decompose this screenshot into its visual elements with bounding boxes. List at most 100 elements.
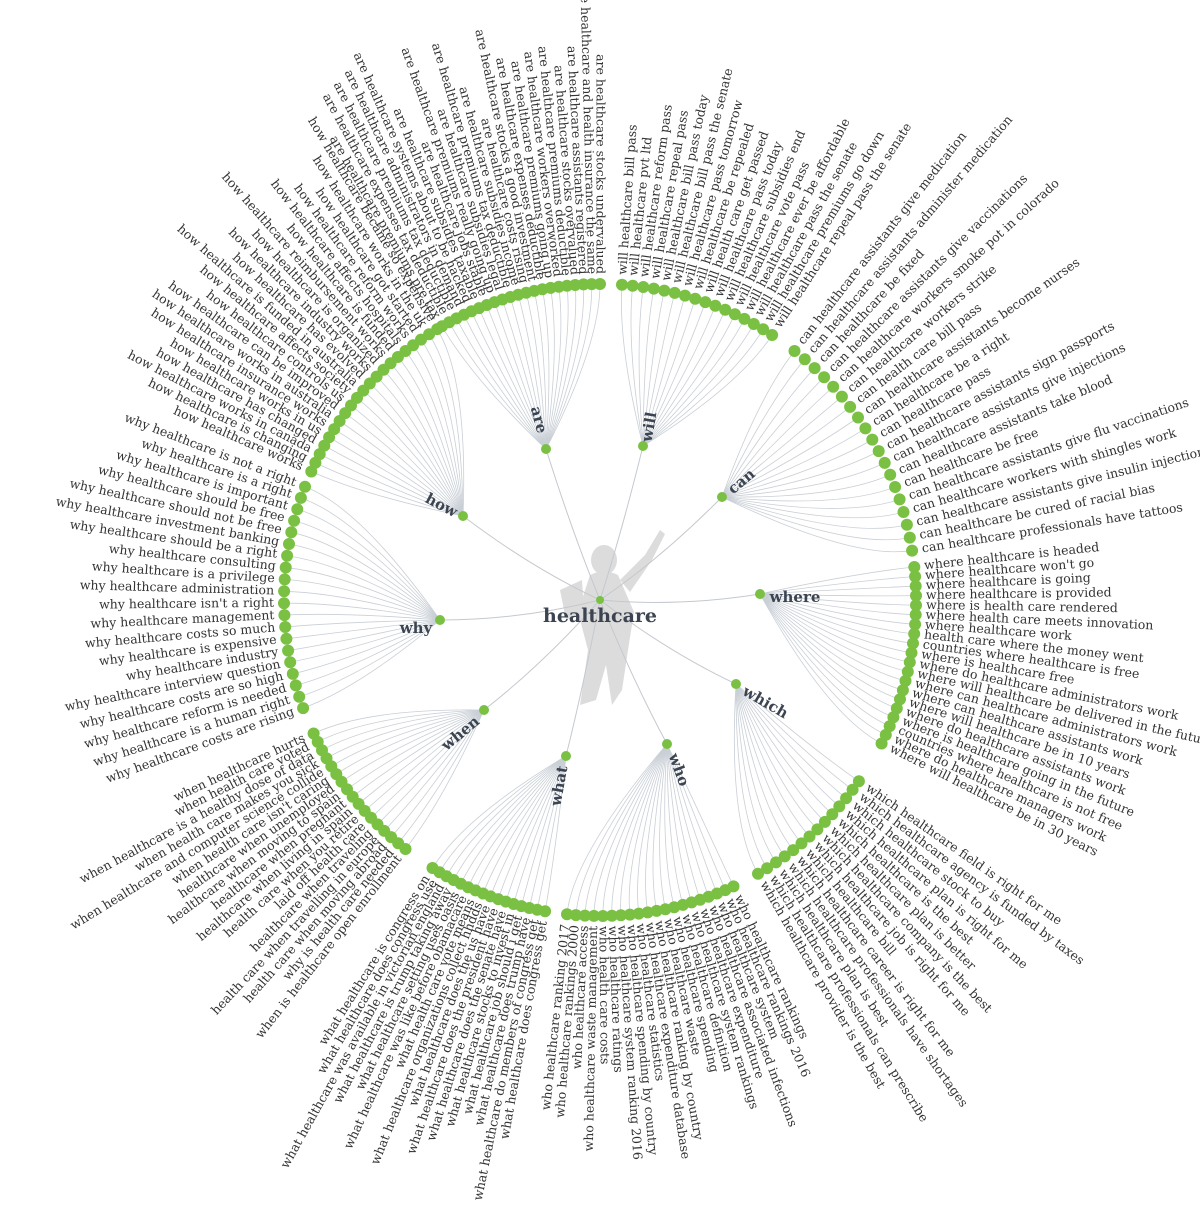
leaf-node[interactable] (282, 644, 295, 657)
category-node-are[interactable] (541, 444, 551, 454)
leaf-node[interactable] (299, 480, 311, 493)
category-node-when[interactable] (479, 705, 489, 715)
leaf-node[interactable] (761, 862, 774, 875)
leaf-node[interactable] (307, 727, 320, 740)
leaf-node[interactable] (279, 561, 292, 574)
leaf-node[interactable] (616, 278, 628, 291)
leaf-label[interactable]: who healthcare waste management (581, 926, 600, 1152)
leaf-node[interactable] (811, 823, 824, 836)
leaf-node[interactable] (818, 371, 831, 384)
leaf-label[interactable]: where healthcare is provided (926, 584, 1112, 602)
category-node-what[interactable] (561, 751, 571, 761)
leaf-node[interactable] (605, 909, 618, 922)
category-node-how[interactable] (458, 511, 468, 521)
leaf-node[interactable] (632, 907, 645, 920)
leaf-node[interactable] (757, 323, 770, 336)
leaf-node[interactable] (884, 468, 897, 481)
leaf-node[interactable] (897, 506, 910, 518)
leaf-node[interactable] (803, 830, 816, 843)
leaf-node[interactable] (596, 910, 609, 922)
leaf-node[interactable] (426, 862, 439, 874)
leaf-node[interactable] (278, 573, 291, 586)
category-label-where[interactable]: where (769, 588, 821, 606)
leaf-node[interactable] (852, 775, 865, 788)
category-node-why[interactable] (435, 615, 445, 625)
leaf-node[interactable] (297, 702, 310, 715)
leaf-node[interactable] (594, 278, 606, 290)
leaf-node[interactable] (808, 362, 821, 375)
leaf-node[interactable] (788, 345, 801, 357)
leaf-node[interactable] (578, 909, 591, 922)
leaf-node[interactable] (641, 906, 654, 919)
leaf-node[interactable] (827, 380, 840, 393)
leaf-label[interactable]: why healthcare administration (80, 577, 275, 597)
leaf-node[interactable] (893, 493, 906, 506)
leaf-node[interactable] (833, 800, 846, 813)
leaf-node[interactable] (905, 646, 918, 659)
leaf-node[interactable] (910, 599, 922, 612)
category-node-which[interactable] (731, 679, 741, 689)
category-node-who[interactable] (662, 739, 672, 749)
leaf-node[interactable] (278, 597, 290, 610)
leaf-node[interactable] (787, 844, 800, 857)
leaf-label[interactable]: why healthcare isn't a right (99, 595, 274, 612)
leaf-node[interactable] (738, 312, 751, 325)
leaf-node[interactable] (903, 656, 916, 669)
leaf-node[interactable] (626, 279, 639, 292)
leaf-node[interactable] (859, 422, 872, 435)
leaf-node[interactable] (894, 693, 906, 706)
leaf-node[interactable] (770, 856, 782, 869)
leaf-node[interactable] (294, 491, 307, 504)
leaf-node[interactable] (909, 580, 922, 593)
leaf-node[interactable] (709, 299, 722, 312)
leaf-node[interactable] (908, 627, 921, 640)
leaf-node[interactable] (907, 637, 919, 650)
leaf-node[interactable] (846, 783, 859, 796)
leaf-node[interactable] (679, 289, 691, 302)
leaf-node[interactable] (561, 908, 573, 921)
category-label-when[interactable]: when (437, 712, 483, 755)
leaf-node[interactable] (766, 329, 779, 341)
leaf-node[interactable] (900, 518, 913, 531)
leaf-node[interactable] (906, 544, 919, 557)
leaf-node[interactable] (585, 278, 598, 291)
leaf-node[interactable] (286, 667, 299, 680)
leaf-node[interactable] (852, 411, 864, 424)
category-node-where[interactable] (755, 589, 765, 599)
leaf-node[interactable] (658, 284, 671, 297)
leaf-node[interactable] (896, 684, 909, 697)
leaf-node[interactable] (903, 531, 916, 544)
leaf-node[interactable] (752, 867, 764, 880)
leaf-label[interactable]: who health care costs (597, 926, 613, 1065)
leaf-node[interactable] (637, 281, 650, 293)
leaf-node[interactable] (278, 585, 291, 598)
leaf-node[interactable] (909, 618, 922, 631)
leaf-node[interactable] (878, 456, 891, 469)
category-node-will[interactable] (638, 441, 648, 451)
leaf-node[interactable] (280, 632, 293, 645)
leaf-label[interactable]: where healthcare is going (925, 570, 1091, 592)
leaf-node[interactable] (285, 526, 298, 539)
category-label-why[interactable]: why (399, 619, 434, 637)
leaf-node[interactable] (650, 904, 663, 917)
leaf-node[interactable] (587, 909, 600, 922)
leaf-node[interactable] (889, 481, 902, 493)
leaf-node[interactable] (844, 400, 857, 413)
leaf-node[interactable] (795, 837, 808, 850)
leaf-node[interactable] (910, 589, 922, 602)
leaf-node[interactable] (283, 538, 295, 550)
leaf-node[interactable] (899, 674, 912, 687)
category-node-can[interactable] (717, 492, 727, 502)
leaf-node[interactable] (798, 353, 811, 366)
leaf-node[interactable] (291, 503, 304, 516)
leaf-node[interactable] (728, 308, 741, 321)
leaf-node[interactable] (278, 609, 291, 622)
leaf-node[interactable] (699, 296, 712, 309)
leaf-node[interactable] (909, 608, 922, 621)
leaf-node[interactable] (818, 815, 831, 828)
leaf-node[interactable] (875, 737, 888, 750)
category-label-will[interactable]: will (637, 410, 660, 444)
leaf-node[interactable] (293, 690, 306, 703)
category-label-are[interactable]: are (527, 404, 551, 435)
leaf-node[interactable] (647, 282, 660, 295)
